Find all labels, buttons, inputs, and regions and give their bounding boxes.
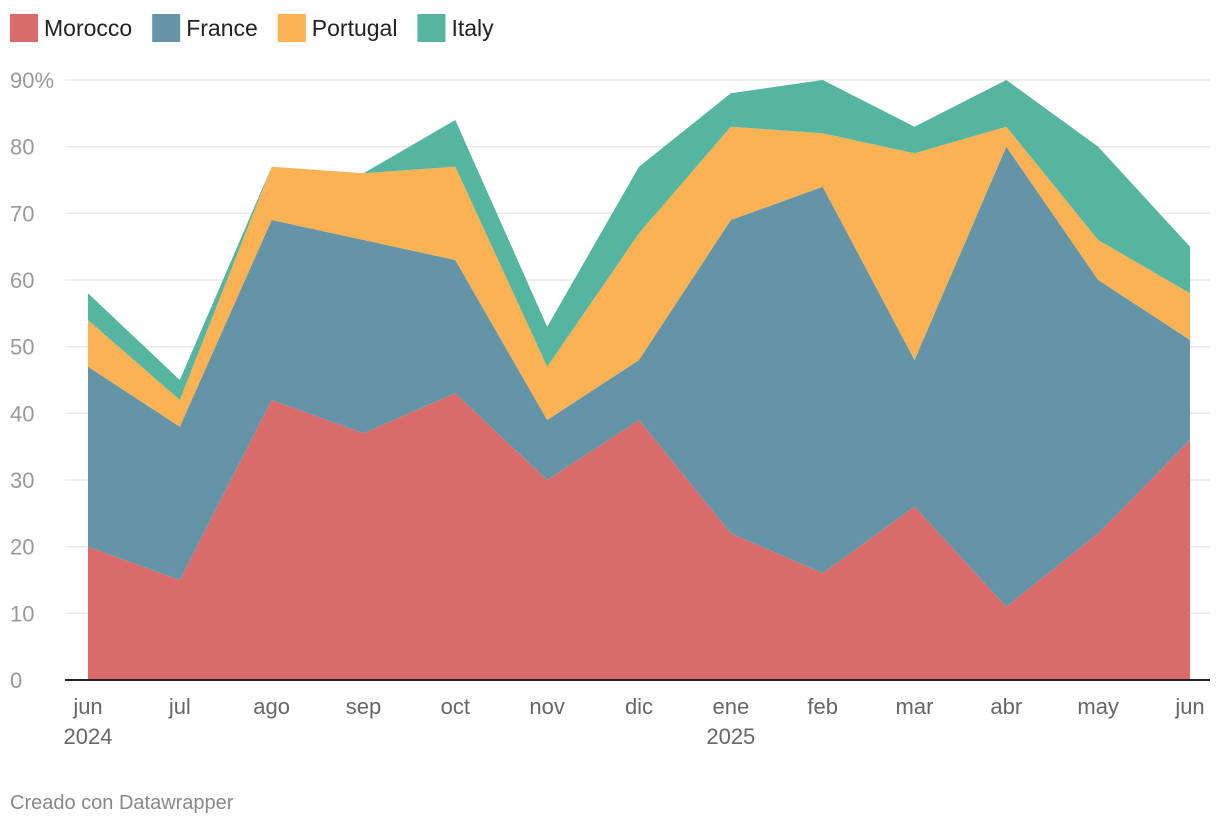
x-year-label: 2024 — [64, 724, 113, 749]
legend-item-italy: Italy — [417, 14, 494, 42]
y-tick-label: 50 — [10, 335, 34, 360]
area-portugal — [88, 126, 1190, 427]
x-tick-label: ene — [712, 694, 749, 719]
y-tick-label: 70 — [10, 201, 34, 226]
legend-item-morocco: Morocco — [10, 14, 132, 42]
x-tick-label: jul — [168, 694, 191, 719]
area-morocco — [88, 393, 1190, 680]
x-tick-label: mar — [896, 694, 934, 719]
x-year-label: 2025 — [706, 724, 755, 749]
y-tick-label: 30 — [10, 468, 34, 493]
x-tick-label: nov — [529, 694, 564, 719]
x-tick-label: may — [1077, 694, 1119, 719]
y-tick-label: 80 — [10, 135, 34, 160]
y-axis-ticks: 0 10 20 30 40 50 60 70 80 90% — [10, 68, 54, 693]
x-tick-label: sep — [346, 694, 381, 719]
x-tick-label: jun — [1174, 694, 1204, 719]
x-tick-label: jun — [72, 694, 102, 719]
x-axis-ticks: jun jul ago sep oct nov dic ene feb mar abr may jun 2… — [64, 694, 1205, 749]
y-tick-label: 90% — [10, 68, 54, 93]
x-tick-label: abr — [990, 694, 1022, 719]
y-tick-label: 20 — [10, 535, 34, 560]
area-series — [88, 80, 1190, 680]
legend-item-portugal: Portugal — [277, 14, 398, 42]
legend-label: Portugal — [312, 15, 398, 41]
legend-label: Morocco — [44, 15, 132, 41]
area-france — [88, 146, 1190, 607]
x-tick-label: ago — [253, 694, 290, 719]
footer-credit: Creado con Datawrapper — [10, 792, 234, 814]
legend-label: France — [186, 15, 258, 41]
legend-swatch — [152, 14, 181, 42]
y-tick-label: 10 — [10, 601, 34, 626]
y-tick-label: 60 — [10, 268, 34, 293]
x-tick-label: dic — [625, 694, 653, 719]
x-tick-label: oct — [441, 694, 470, 719]
y-tick-label: 40 — [10, 401, 34, 426]
legend-item-france: France — [152, 14, 258, 42]
legend-label: Italy — [451, 15, 494, 41]
legend: Morocco France Portugal Italy — [10, 14, 494, 42]
y-tick-label: 0 — [10, 668, 22, 693]
x-tick-label: feb — [807, 694, 838, 719]
legend-swatch — [417, 14, 446, 42]
legend-swatch — [277, 14, 306, 42]
legend-swatch — [10, 14, 38, 42]
